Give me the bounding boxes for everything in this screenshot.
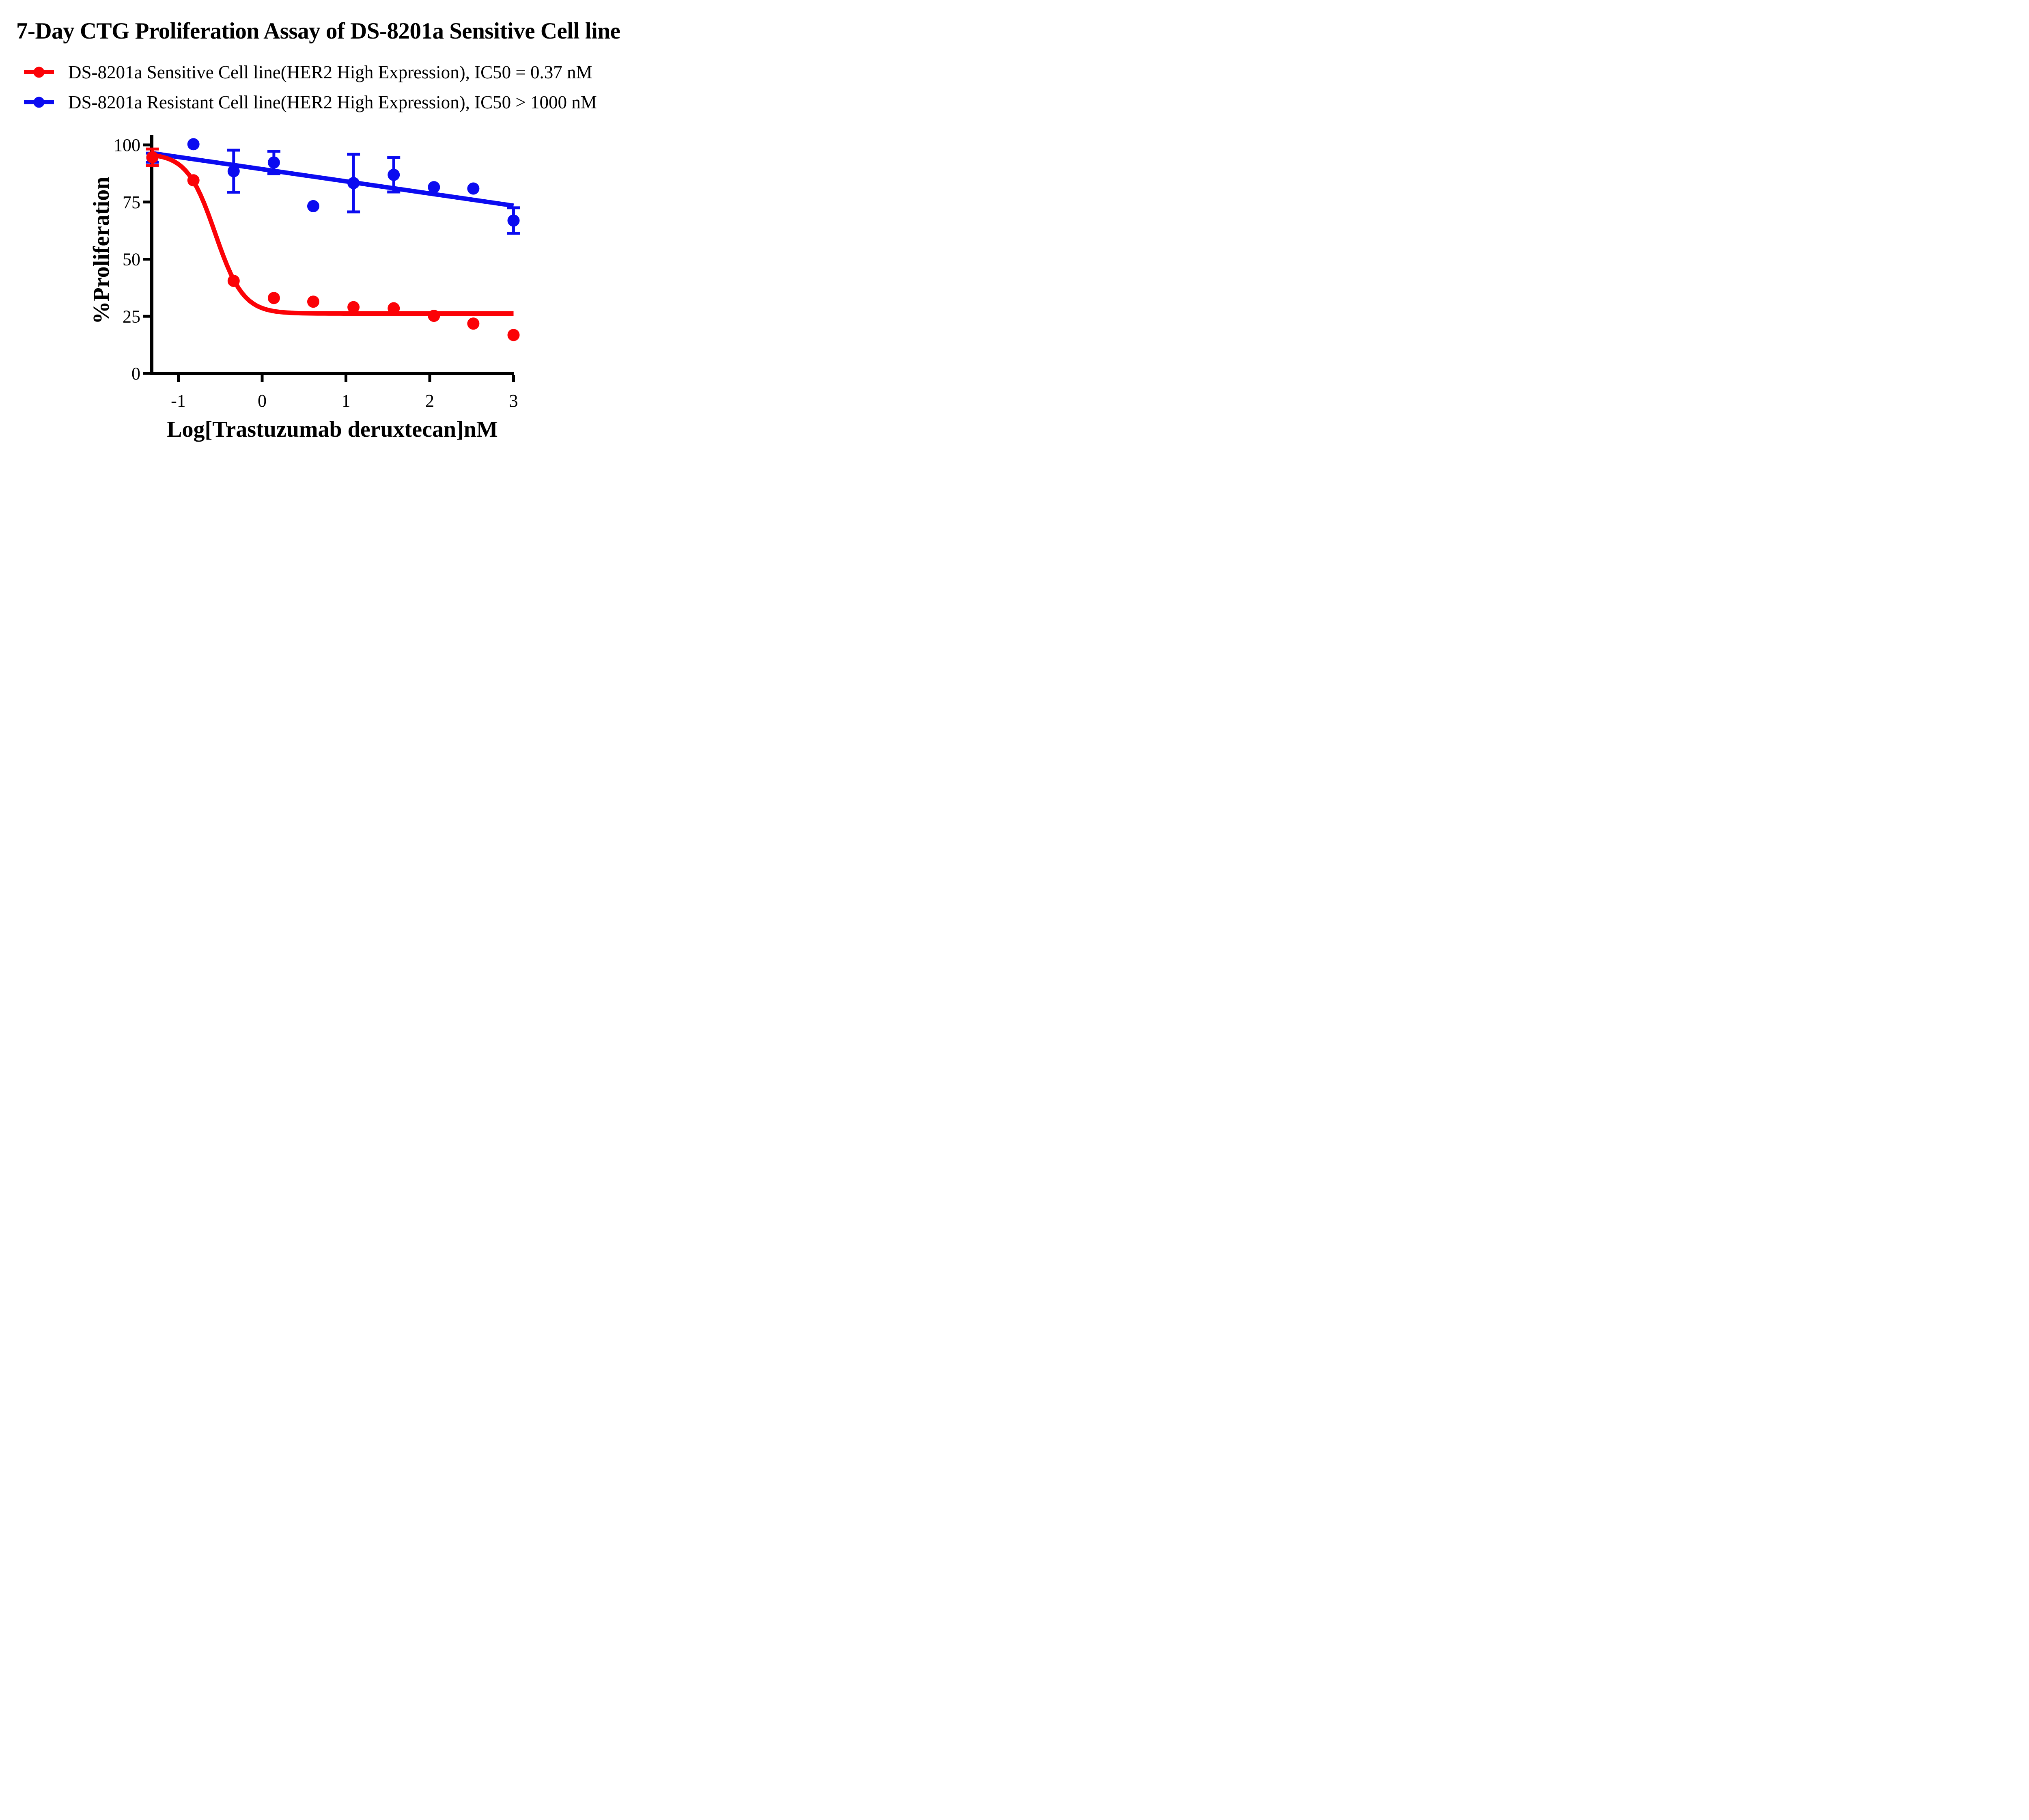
sensitive-data-point xyxy=(146,151,159,164)
series-resistant-group xyxy=(146,138,520,235)
resistant-marker-dot xyxy=(33,97,45,108)
resistant-data-point xyxy=(187,138,200,151)
y-tick-label: 25 xyxy=(123,306,140,326)
resistant-data-point xyxy=(467,182,480,195)
sensitive-data-point xyxy=(347,301,360,313)
sensitive-data-point xyxy=(267,292,280,304)
x-axis-title: Log[Trastuzumab deruxtecan]nM xyxy=(167,417,498,442)
x-tick-label: 3 xyxy=(509,391,518,411)
y-axis-title: %Proliferation xyxy=(89,177,114,324)
resistant-data-point xyxy=(507,214,520,227)
axes-group: 0 25 50 75 100 -1 0 1 2 3 xyxy=(114,135,518,411)
sensitive-data-point xyxy=(428,310,440,322)
axis-frame xyxy=(150,135,514,375)
sensitive-data-point xyxy=(507,329,520,341)
chart-canvas: 0 25 50 75 100 -1 0 1 2 3 Log[Trastuzumab deruxte… xyxy=(89,135,520,442)
legend-label-resistant: DS-8201a Resistant Cell line(HER2 High E… xyxy=(68,92,597,112)
sensitive-data-point xyxy=(388,302,400,315)
sensitive-marker-dot xyxy=(33,67,45,78)
x-tick-label: 0 xyxy=(258,391,267,411)
resistant-data-point xyxy=(227,165,240,177)
sensitive-series-marker-icon xyxy=(24,67,54,78)
resistant-series-marker-icon xyxy=(24,97,54,108)
figure-page: { "title": "7-Day CTG Proliferation Assa… xyxy=(0,0,669,455)
series-sensitive-group xyxy=(146,147,520,341)
resistant-data-point xyxy=(267,156,280,169)
chart-title: 7-Day CTG Proliferation Assay of DS-8201… xyxy=(16,18,620,44)
sensitive-data-point xyxy=(467,317,480,330)
legend: DS-8201a Sensitive Cell line(HER2 High E… xyxy=(23,57,597,117)
resistant-data-point xyxy=(347,177,360,190)
sensitive-data-point xyxy=(227,274,240,287)
legend-label-sensitive: DS-8201a Sensitive Cell line(HER2 High E… xyxy=(68,62,592,82)
legend-item-resistant: DS-8201a Resistant Cell line(HER2 High E… xyxy=(23,87,597,117)
y-tick-label: 50 xyxy=(123,250,140,270)
y-tick-label: 100 xyxy=(114,135,140,155)
resistant-fit-line xyxy=(151,151,514,208)
y-tick-label: 0 xyxy=(131,364,140,384)
sensitive-data-point xyxy=(307,295,319,308)
x-tick-label: -1 xyxy=(171,391,186,411)
x-tick-label: 1 xyxy=(342,391,351,411)
y-tick-label: 75 xyxy=(123,192,140,212)
sensitive-fit-curve xyxy=(151,153,514,316)
resistant-data-point xyxy=(307,200,319,212)
resistant-data-point xyxy=(428,181,440,194)
x-tick-label: 2 xyxy=(425,391,434,411)
resistant-data-point xyxy=(388,168,400,181)
sensitive-data-point xyxy=(187,174,200,187)
legend-item-sensitive: DS-8201a Sensitive Cell line(HER2 High E… xyxy=(23,57,597,87)
